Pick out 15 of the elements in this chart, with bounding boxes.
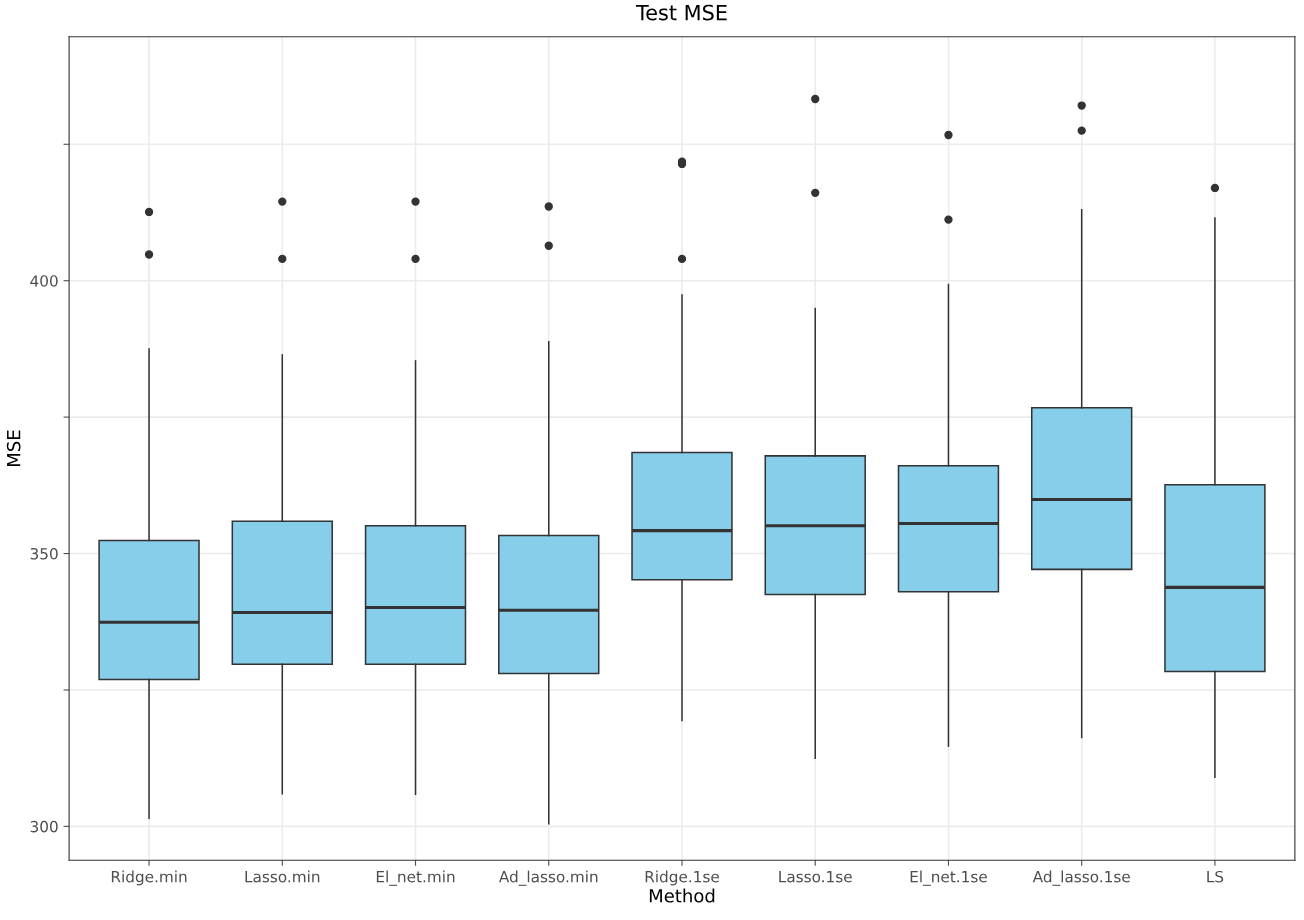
x-tick-label: Lasso.1se [779, 871, 852, 883]
x-axis-title: Method [649, 888, 715, 903]
chart-title: Test MSE [635, 4, 727, 21]
x-tick-label: Lasso.min [245, 870, 320, 883]
x-tick-label: Ridge.min [111, 870, 187, 886]
y-tick-label: 300 [30, 820, 58, 833]
x-tick-label: Ad_lasso.1se [1032, 870, 1130, 886]
y-tick-label: 400 [30, 275, 58, 287]
x-tick-label: LS [1207, 870, 1224, 883]
y-tick-label: 350 [30, 548, 58, 560]
x-tick-label: El_net.min [376, 870, 455, 886]
y-axis-title: MSE [6, 430, 21, 466]
x-tick-label: Ad_lasso.min [498, 870, 598, 886]
x-tick-label: Ridge.1se [645, 870, 719, 886]
x-tick-label: El_net.1se [910, 870, 987, 886]
